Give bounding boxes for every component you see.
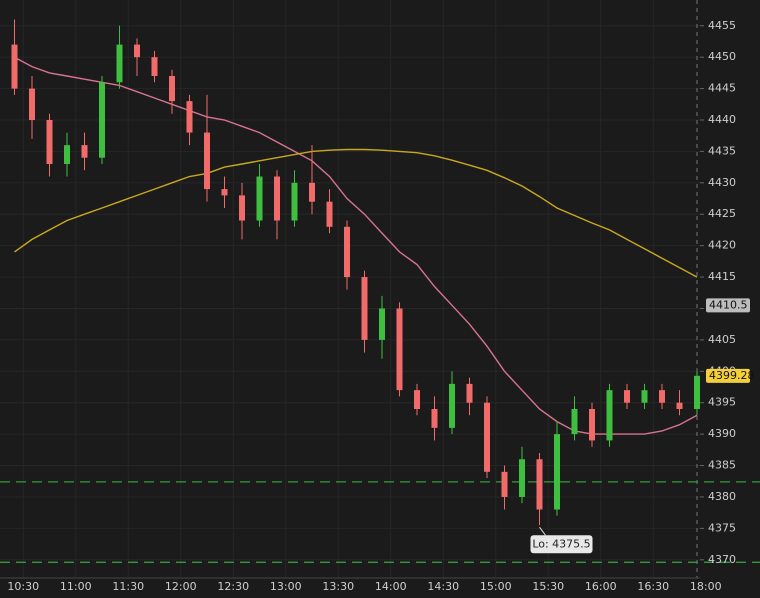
candle-body <box>641 390 648 403</box>
x-tick-label: 13:30 <box>322 580 354 593</box>
candle-body <box>186 101 193 133</box>
candle-body <box>676 402 683 409</box>
price-marker-box <box>706 368 750 383</box>
candle-body <box>589 408 595 441</box>
y-tick-label: 4415 <box>708 270 736 283</box>
candle-body <box>151 57 158 77</box>
candle-body <box>221 189 228 196</box>
price-marker-box <box>706 298 750 313</box>
candle-body <box>694 375 700 409</box>
candle-body <box>659 390 665 403</box>
candle-body <box>484 402 490 472</box>
candle-body <box>46 119 53 164</box>
candle-body <box>239 195 245 221</box>
candle-body <box>414 390 420 409</box>
candle-body <box>134 44 140 58</box>
y-tick-label: 4390 <box>708 427 736 440</box>
y-tick-label: 4450 <box>708 50 736 63</box>
x-tick-label: 10:30 <box>7 580 39 593</box>
y-tick-label: 4420 <box>708 239 736 252</box>
candle-body <box>29 88 35 120</box>
price-marker-label: 4410.5 <box>709 298 748 311</box>
candle-body <box>256 176 263 221</box>
candle-body <box>449 383 455 428</box>
candle-body <box>396 308 403 391</box>
x-tick-label: 15:00 <box>480 580 512 593</box>
candle-body <box>344 226 350 278</box>
candle-body <box>99 82 105 158</box>
x-tick-label: 14:00 <box>375 580 407 593</box>
y-tick-label: 4445 <box>708 82 736 95</box>
x-session-label: 18:00 <box>690 580 722 593</box>
x-tick-label: 11:00 <box>60 580 92 593</box>
candle-body <box>11 44 18 89</box>
x-tick-label: 12:00 <box>165 580 197 593</box>
y-tick-label: 4370 <box>708 553 736 566</box>
candle-body <box>466 383 473 403</box>
plot-area: Lo: 4375.5 <box>0 19 760 563</box>
price-marker-label: 4399.28 <box>709 369 755 382</box>
axis-labels: 4370437543804385439043954400440544104415… <box>7 19 754 593</box>
moving-average <box>14 56 698 435</box>
y-tick-label: 4440 <box>708 113 736 126</box>
y-tick-label: 4405 <box>708 333 736 346</box>
x-tick-label: 16:00 <box>585 580 617 593</box>
candle-body <box>606 390 613 441</box>
y-tick-label: 4385 <box>708 459 736 472</box>
x-tick-label: 11:30 <box>112 580 144 593</box>
candle-body <box>169 76 175 102</box>
candle-body <box>64 145 70 164</box>
candle-body <box>501 471 508 497</box>
x-tick-label: 16:30 <box>637 580 669 593</box>
y-tick-label: 4455 <box>708 19 736 32</box>
y-tick-label: 4375 <box>708 521 736 534</box>
candle-body <box>81 145 88 158</box>
y-tick-label: 4380 <box>708 490 736 503</box>
x-tick-label: 13:00 <box>270 580 302 593</box>
candle-body <box>571 408 578 435</box>
y-tick-label: 4430 <box>708 176 736 189</box>
candle-body <box>624 390 630 403</box>
y-tick-label: 4395 <box>708 396 736 409</box>
candle-body <box>204 132 210 190</box>
candle-body <box>379 308 385 340</box>
annotation-box <box>530 535 593 554</box>
candle-body <box>291 182 298 221</box>
candle-body <box>554 434 560 510</box>
x-tick-label: 12:30 <box>217 580 249 593</box>
candle-body <box>519 459 525 497</box>
candle-body <box>431 408 438 428</box>
annotation-pointer <box>539 526 546 536</box>
y-tick-label: 4425 <box>708 207 736 220</box>
candle-body <box>361 277 368 340</box>
x-tick-label: 15:30 <box>532 580 564 593</box>
candle-body <box>326 201 333 227</box>
candle-body <box>536 459 543 510</box>
candle-body <box>116 44 123 83</box>
x-tick-label: 14:30 <box>427 580 459 593</box>
annotation-label: Lo: 4375.5 <box>532 538 590 551</box>
candle-body <box>274 176 280 221</box>
moving-average <box>14 148 698 278</box>
candle-body <box>309 182 315 202</box>
y-tick-label: 4435 <box>708 144 736 157</box>
